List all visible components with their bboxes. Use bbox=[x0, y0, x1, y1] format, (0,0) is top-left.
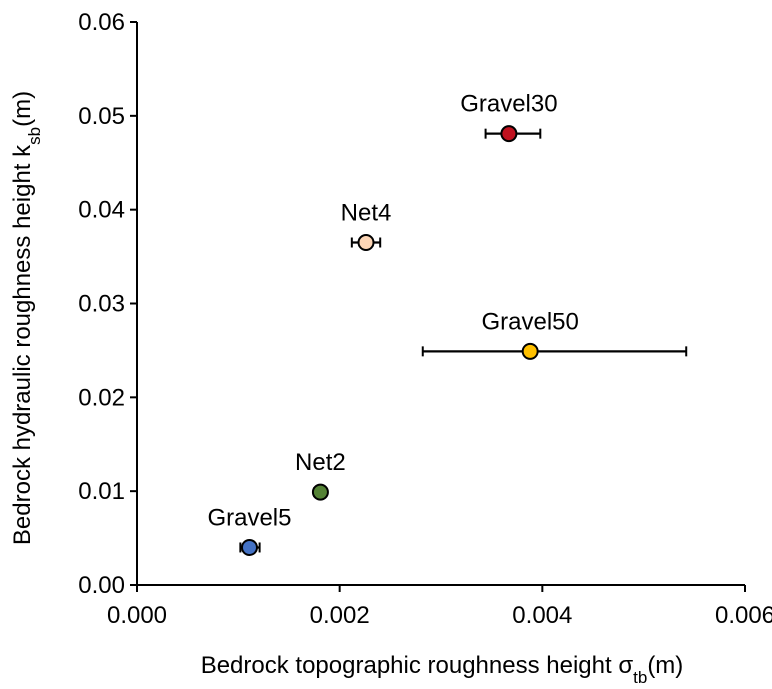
y-axis-title-main: Bedrock hydraulic roughness height k bbox=[9, 144, 36, 545]
x-axis-title-sub: tb bbox=[633, 668, 647, 687]
data-point bbox=[500, 125, 518, 143]
y-tick-label: 0.04 bbox=[78, 197, 125, 224]
x-axis-title: Bedrock topographic roughness height σtb… bbox=[201, 652, 684, 687]
data-label: Gravel50 bbox=[481, 308, 578, 335]
data-point bbox=[357, 234, 375, 252]
y-tick-label: 0.06 bbox=[78, 9, 125, 36]
data-point bbox=[521, 342, 539, 360]
x-tick-label: 0.004 bbox=[512, 602, 572, 629]
x-tick-label: 0.002 bbox=[310, 602, 370, 629]
tick-labels: 0.00 0.01 0.02 0.03 0.04 0.05 0.06 0.000 0.002 0.… bbox=[78, 9, 772, 629]
y-axis-title-sub: sb bbox=[25, 127, 44, 145]
x-tick-label: 0.000 bbox=[107, 602, 167, 629]
y-tick-label: 0.05 bbox=[78, 103, 125, 130]
y-axis-title: Bedrock hydraulic roughness height ksb(m… bbox=[9, 91, 44, 545]
x-axis-title-unit: (m) bbox=[647, 652, 683, 679]
y-tick-label: 0.00 bbox=[78, 572, 125, 599]
y-tick-label: 0.03 bbox=[78, 291, 125, 318]
data-label: Net2 bbox=[295, 449, 346, 476]
x-axis-title-main: Bedrock topographic roughness height σ bbox=[201, 652, 634, 679]
y-tick-label: 0.02 bbox=[78, 384, 125, 411]
data-point bbox=[311, 483, 329, 501]
data-label: Net4 bbox=[341, 200, 392, 227]
data-point bbox=[240, 538, 258, 556]
axes bbox=[130, 21, 746, 592]
y-tick-label: 0.01 bbox=[78, 478, 125, 505]
x-tick-label: 0.006 bbox=[715, 602, 772, 629]
y-axis-title-unit: (m) bbox=[9, 91, 36, 127]
data-label: Gravel5 bbox=[207, 504, 291, 531]
data-label: Gravel30 bbox=[460, 91, 557, 118]
data-marks: Gravel30 Net4 Gravel50 Net2 Gravel5 bbox=[207, 91, 688, 556]
